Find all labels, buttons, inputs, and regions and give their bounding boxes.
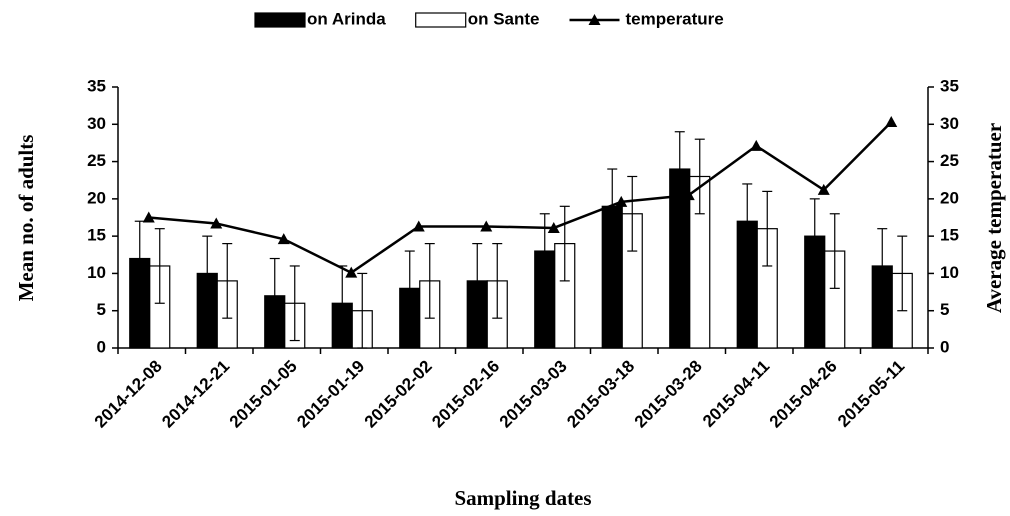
y-tick-label: 30: [87, 114, 106, 133]
x-tick-label: 2015-03-03: [496, 357, 571, 432]
temperature-marker: [142, 211, 155, 223]
y-tick-label: 10: [87, 263, 106, 282]
legend-marker: [588, 14, 601, 25]
y-tick-label: 20: [87, 188, 106, 207]
temperature-marker: [210, 217, 223, 229]
x-tick-label: 2015-02-02: [361, 357, 436, 432]
x-tick-label: 2015-03-28: [631, 357, 706, 432]
x-tick-label: 2015-01-05: [226, 357, 301, 432]
y-tick-label: 25: [87, 151, 106, 170]
x-tick-label: 2014-12-21: [158, 357, 233, 432]
y2-tick-label: 0: [940, 337, 949, 356]
temperature-marker: [345, 266, 358, 278]
y2-tick-label: 30: [940, 114, 959, 133]
y2-tick-label: 25: [940, 151, 959, 170]
legend-label: on Sante: [468, 9, 540, 28]
y2-tick-label: 5: [940, 300, 949, 319]
temperature-marker: [547, 221, 560, 233]
y-tick-label: 15: [87, 226, 106, 245]
y-tick-label: 35: [87, 76, 106, 95]
y-tick-label: 0: [97, 337, 106, 356]
y2-tick-label: 10: [940, 263, 959, 282]
temperature-marker: [615, 195, 628, 207]
legend-label: on Arinda: [307, 9, 386, 28]
y2-tick-label: 15: [940, 226, 959, 245]
x-tick-label: 2015-04-26: [766, 357, 841, 432]
y2-axis-title: Average temperatuer: [982, 123, 1006, 313]
temperature-line: [148, 121, 893, 275]
y-axis-title: Mean no. of adults: [14, 135, 38, 302]
legend-swatch: [415, 12, 467, 28]
x-tick-label: 2014-12-08: [91, 357, 166, 432]
x-axis-title: Sampling dates: [454, 486, 591, 510]
temperature-marker: [682, 189, 695, 201]
x-tick-label: 2015-04-11: [699, 357, 773, 431]
temperature-marker: [885, 116, 898, 128]
x-tick-label: 2015-05-11: [834, 357, 908, 431]
y2-tick-label: 35: [940, 76, 959, 95]
temperature-marker: [817, 183, 830, 195]
y-tick-label: 5: [97, 300, 106, 319]
y2-tick-label: 20: [940, 188, 959, 207]
temperature-marker: [750, 139, 763, 151]
legend-swatch: [254, 12, 306, 28]
legend-label: temperature: [626, 9, 724, 28]
x-tick-label: 2015-03-18: [563, 357, 638, 432]
temperature-marker: [412, 220, 425, 232]
temperature-marker: [480, 220, 493, 232]
temperature-marker: [277, 233, 290, 245]
x-tick-label: 2015-02-16: [428, 357, 503, 432]
x-tick-label: 2015-01-19: [293, 357, 368, 432]
